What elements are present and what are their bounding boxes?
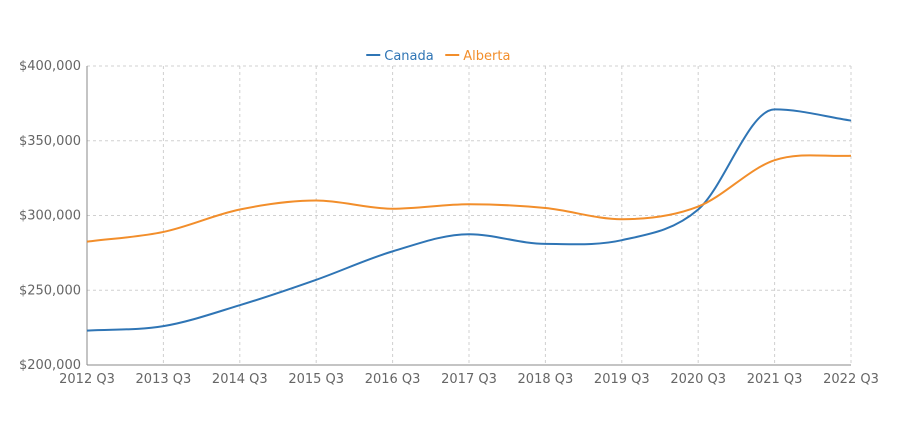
data-point-alberta: [162, 230, 165, 233]
data-point-alberta: [391, 207, 394, 210]
data-point-canada: [620, 239, 623, 242]
legend-label: Canada: [384, 49, 433, 64]
x-tick-label: 2017 Q3: [441, 372, 497, 387]
data-point-alberta: [86, 240, 89, 243]
data-point-canada: [86, 329, 89, 332]
series-line-alberta: [86, 154, 852, 243]
x-tick-label: 2013 Q3: [136, 372, 192, 387]
data-point-canada: [544, 242, 547, 245]
y-tick-label: $200,000: [19, 358, 81, 373]
x-tick-label: 2016 Q3: [365, 372, 421, 387]
grid: [86, 65, 852, 366]
data-point-canada: [162, 325, 165, 328]
x-tick-label: 2021 Q3: [747, 372, 803, 387]
x-tick-label: 2012 Q3: [59, 372, 115, 387]
data-point-alberta: [773, 159, 776, 162]
y-tick-label: $400,000: [19, 59, 81, 74]
data-point-alberta: [544, 207, 547, 210]
series-line-canada: [86, 108, 852, 332]
data-point-alberta: [315, 199, 318, 202]
legend-label: Alberta: [463, 49, 510, 64]
legend-item-alberta[interactable]: Alberta: [445, 49, 510, 64]
legend[interactable]: Canada Alberta: [366, 49, 510, 64]
data-point-canada: [773, 108, 776, 111]
data-point-alberta: [468, 203, 471, 206]
data-point-alberta: [238, 208, 241, 211]
y-tick-label: $250,000: [19, 283, 81, 298]
axes: $200,000 $250,000 $300,000 $350,000 $400,000…: [19, 59, 879, 387]
data-point-canada: [238, 304, 241, 307]
legend-item-canada[interactable]: Canada: [366, 49, 434, 64]
x-tick-label: 2020 Q3: [670, 372, 726, 387]
data-point-alberta: [850, 154, 853, 157]
data-point-canada: [850, 119, 853, 122]
data-point-canada: [315, 278, 318, 281]
x-tick-label: 2019 Q3: [594, 372, 650, 387]
y-tick-label: $300,000: [19, 209, 81, 224]
data-point-canada: [697, 208, 700, 211]
x-tick-label: 2018 Q3: [518, 372, 574, 387]
series-lines: [86, 108, 853, 332]
data-point-canada: [391, 250, 394, 253]
data-point-canada: [468, 233, 471, 236]
data-point-alberta: [620, 218, 623, 221]
x-tick-label: 2014 Q3: [212, 372, 268, 387]
x-tick-label: 2015 Q3: [288, 372, 344, 387]
x-tick-label: 2022 Q3: [823, 372, 879, 387]
data-point-alberta: [697, 205, 700, 208]
y-tick-label: $350,000: [19, 134, 81, 149]
